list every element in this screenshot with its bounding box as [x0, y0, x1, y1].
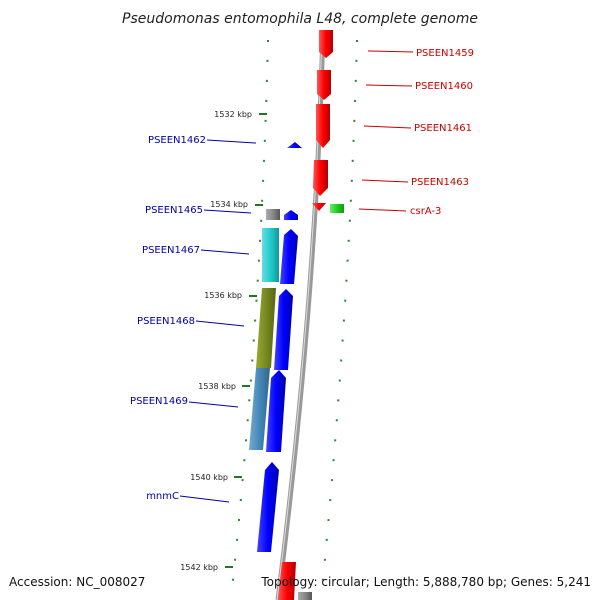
label-leader [363, 125, 412, 129]
accession-text: Accession: NC_008027 [9, 575, 145, 589]
gene-olive-block[interactable] [256, 288, 276, 368]
gene-mnmc-arrow[interactable] [257, 462, 279, 552]
gene-label-pseen1461[interactable]: PSEEN1461 [414, 123, 472, 134]
tick-label: 1534 kbp [210, 200, 248, 209]
gene-cyan-block[interactable] [262, 228, 279, 282]
gene-csra3-arrow[interactable] [312, 203, 326, 211]
label-leader [179, 495, 230, 503]
gene-gray-block[interactable] [266, 209, 280, 220]
gene-label-pseen1460[interactable]: PSEEN1460 [415, 81, 473, 92]
gene-partial-red [278, 562, 296, 600]
gene-pseen1462-arrow[interactable] [287, 142, 302, 148]
label-leader [206, 139, 257, 144]
tick-label: 1540 kbp [190, 473, 228, 482]
tick-label: 1536 kbp [204, 291, 242, 300]
topology-text: Topology: circular; Length: 5,888,780 bp… [260, 575, 591, 589]
label-leader [195, 320, 245, 327]
gene-pseen1468-arrow[interactable] [274, 289, 293, 370]
label-leader [367, 50, 414, 53]
gene-partial-gray [298, 592, 312, 600]
gene-pseen1459-arrow[interactable] [319, 30, 333, 58]
gene-pseen1465-arrow[interactable] [284, 210, 298, 220]
gene-label-pseen1462[interactable]: PSEEN1462 [148, 135, 206, 146]
reverse-strand-genes [249, 142, 302, 552]
tick-marks [225, 113, 267, 568]
gene-steel-block[interactable] [249, 368, 270, 450]
gene-label-pseen1467[interactable]: PSEEN1467 [142, 245, 200, 256]
forward-gene-labels [358, 50, 414, 212]
gene-pseen1460-arrow[interactable] [317, 70, 331, 100]
gc-content-track [231, 39, 358, 591]
gene-label-pseen1469[interactable]: PSEEN1469 [130, 396, 188, 407]
label-leader [365, 84, 413, 87]
gene-label-pseen1463[interactable]: PSEEN1463 [411, 177, 469, 188]
gene-pseen1461-arrow[interactable] [316, 104, 330, 148]
tick-label: 1538 kbp [198, 382, 236, 391]
map-title: Pseudomonas entomophila L48, complete ge… [122, 11, 478, 27]
tick-label: 1532 kbp [214, 110, 252, 119]
label-leader [361, 179, 409, 183]
gene-label-pseen1465[interactable]: PSEEN1465 [145, 205, 203, 216]
gene-label-pseen1468[interactable]: PSEEN1468 [137, 316, 195, 327]
gene-label-pseen1459[interactable]: PSEEN1459 [416, 48, 474, 59]
label-leader [358, 208, 407, 212]
gene-green-block[interactable] [330, 204, 344, 213]
gene-pseen1467-arrow[interactable] [280, 229, 298, 284]
gene-pseen1463-arrow[interactable] [313, 160, 328, 196]
gene-label-csra3[interactable]: csrA-3 [410, 206, 441, 217]
tick-label: 1542 kbp [180, 563, 218, 572]
gene-label-mnmc[interactable]: mnmC [146, 491, 179, 502]
reverse-gene-labels [179, 139, 257, 503]
label-leader [188, 401, 239, 408]
gene-pseen1469-arrow[interactable] [266, 370, 286, 452]
label-leader [200, 249, 250, 255]
forward-strand-genes [312, 30, 344, 213]
label-leader [203, 209, 252, 214]
